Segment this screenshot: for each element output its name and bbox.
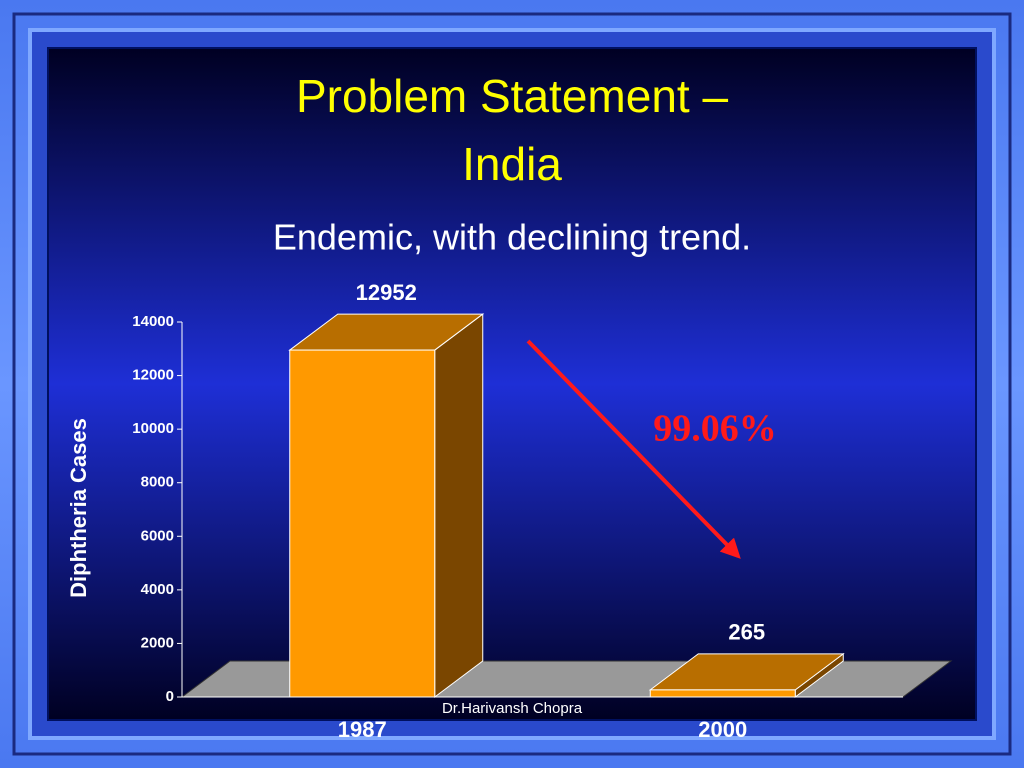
subtitle: Endemic, with declining trend. bbox=[273, 217, 751, 258]
value-label: 12952 bbox=[356, 280, 417, 305]
x-tick-label: 2000 bbox=[698, 717, 747, 742]
footer: Dr.Harivansh Chopra bbox=[442, 700, 583, 717]
bar-front bbox=[289, 349, 436, 698]
y-tick-label: 12000 bbox=[132, 367, 174, 384]
x-tick-label: 1987 bbox=[338, 717, 387, 742]
frame-line bbox=[12, 12, 1012, 756]
y-tick-label: 6000 bbox=[141, 527, 174, 544]
y-tick-label: 14000 bbox=[132, 313, 174, 330]
y-tick-label: 0 bbox=[166, 688, 174, 705]
bar bbox=[648, 652, 845, 698]
title: Problem Statement – bbox=[296, 70, 729, 122]
annotation: 99.06% bbox=[653, 408, 777, 450]
bar-front bbox=[649, 689, 796, 698]
title: India bbox=[462, 138, 562, 190]
bar-side bbox=[434, 313, 484, 698]
background bbox=[47, 47, 977, 721]
y-tick-label: 8000 bbox=[141, 474, 174, 491]
trend-arrow bbox=[526, 339, 741, 559]
bar bbox=[288, 313, 485, 698]
y-tick-label: 4000 bbox=[141, 581, 174, 598]
value-label: 265 bbox=[728, 620, 765, 645]
y-tick-label: 2000 bbox=[141, 634, 174, 651]
y-tick-label: 10000 bbox=[132, 420, 174, 437]
y-axis-label: Diphtheria Cases bbox=[66, 418, 91, 598]
